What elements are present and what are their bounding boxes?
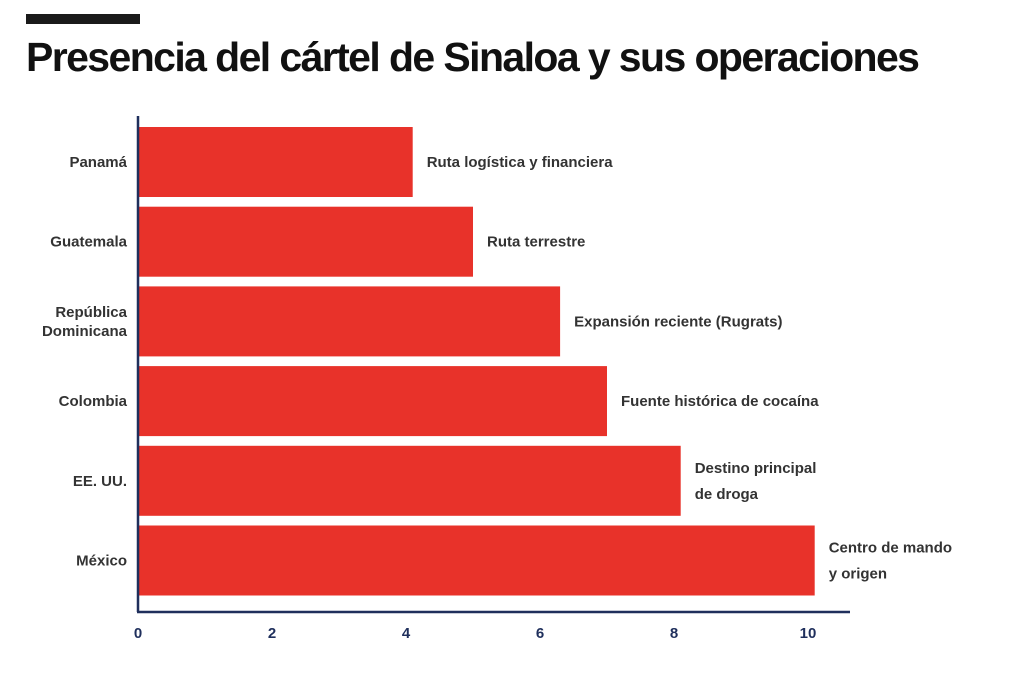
bar-annotation: Ruta logística y financiera: [427, 154, 614, 171]
x-tick-label: 8: [670, 625, 678, 642]
bar-annotation: Expansión reciente (Rugrats): [574, 313, 782, 330]
bar-1: [138, 206, 473, 277]
bar-annotation-line: Expansión reciente (Rugrats): [574, 313, 782, 330]
x-tick-label: 0: [134, 625, 142, 642]
bar-5: [138, 525, 815, 596]
category-label: EE. UU.: [73, 473, 127, 490]
category-label: Colombia: [59, 393, 128, 410]
bar-annotation-line: Ruta terrestre: [487, 234, 585, 251]
chart-title: Presencia del cártel de Sinaloa y sus op…: [26, 34, 920, 80]
x-tick-label: 2: [268, 625, 276, 642]
bar-annotation-line: de droga: [695, 486, 759, 503]
bar-2: [138, 286, 561, 357]
bar-annotation-line: Destino principal: [695, 460, 817, 477]
title-accent-bar: [26, 14, 140, 24]
x-tick-label: 10: [800, 625, 817, 642]
category-label: República Dominicana: [42, 304, 128, 340]
x-tick-label: 4: [402, 625, 411, 642]
category-label-line: Dominicana: [42, 323, 128, 340]
category-label-line: República: [55, 304, 127, 321]
category-label-line: Guatemala: [50, 234, 127, 251]
category-label: Guatemala: [50, 234, 127, 251]
bar-annotation: Centro de mando y origen: [829, 540, 952, 583]
category-label: Panamá: [69, 154, 127, 171]
category-label-line: México: [76, 553, 127, 570]
bar-annotation-line: y origen: [829, 566, 887, 583]
bar-annotation: Destino principal de droga: [695, 460, 817, 503]
bar-0: [138, 127, 413, 197]
category-label-line: Colombia: [59, 393, 128, 410]
category-label: México: [76, 553, 127, 570]
bar-annotation-line: Centro de mando: [829, 540, 952, 557]
bar-annotation: Fuente histórica de cocaína: [621, 393, 819, 410]
bar-3: [138, 366, 607, 437]
x-tick-label: 6: [536, 625, 544, 642]
category-label-line: Panamá: [69, 154, 127, 171]
bar-4: [138, 445, 681, 516]
category-label-line: EE. UU.: [73, 473, 127, 490]
bar-annotation-line: Ruta logística y financiera: [427, 154, 614, 171]
bar-annotation: Ruta terrestre: [487, 234, 585, 251]
bar-annotation-line: Fuente histórica de cocaína: [621, 393, 819, 410]
